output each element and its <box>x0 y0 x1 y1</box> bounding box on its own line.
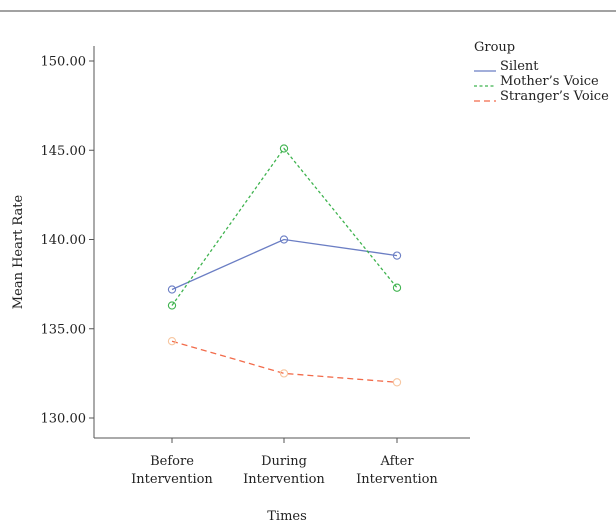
y-tick-label: 130.00 <box>41 412 87 427</box>
y-tick-label: 145.00 <box>41 144 87 159</box>
data-point <box>279 144 289 153</box>
data-point <box>167 301 177 310</box>
x-axis-title: Times <box>267 509 307 523</box>
x-tick-label: Intervention <box>131 472 213 487</box>
series-1 <box>167 144 402 310</box>
legend-label: Mother’s Voice <box>500 74 599 89</box>
data-point <box>167 285 177 294</box>
data-point <box>279 369 289 378</box>
data-point <box>279 235 289 244</box>
data-point <box>167 337 177 346</box>
series-layer <box>167 144 402 387</box>
y-axis-title: Mean Heart Rate <box>11 195 26 310</box>
legend-label: Silent <box>500 59 539 74</box>
series-line <box>171 238 398 291</box>
data-point <box>392 378 402 387</box>
x-tick-label: Intervention <box>356 472 438 487</box>
y-tick-label: 140.00 <box>41 233 87 248</box>
x-tick-label: Intervention <box>243 472 325 487</box>
series-line <box>171 340 398 383</box>
y-tick-label: 150.00 <box>41 55 87 70</box>
x-tick-label: Before <box>150 454 194 469</box>
x-ticks: Before Intervention During Intervention Afte… <box>131 438 438 487</box>
data-point <box>392 283 402 292</box>
series-2 <box>167 337 402 387</box>
legend-label: Stranger’s Voice <box>500 89 609 104</box>
series-line <box>171 147 398 306</box>
legend-title: Group <box>474 40 515 55</box>
y-axis: 130.00 135.00 140.00 145.00 150.00 <box>41 46 95 438</box>
x-axis: Before Intervention During Intervention Afte… <box>94 437 470 487</box>
x-tick-label: During <box>261 454 307 469</box>
y-tick-label: 135.00 <box>41 322 87 337</box>
y-ticks: 130.00 135.00 140.00 145.00 150.00 <box>41 55 94 427</box>
x-tick-label: After <box>379 454 414 469</box>
data-point <box>392 251 402 260</box>
series-0 <box>167 235 402 294</box>
